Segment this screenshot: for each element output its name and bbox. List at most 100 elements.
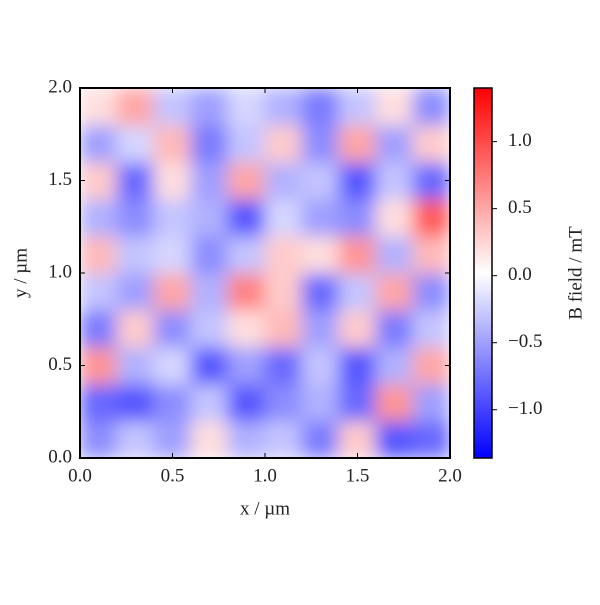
heatmap-cell xyxy=(116,309,155,348)
heatmap-cell xyxy=(227,420,266,458)
heatmap-cell xyxy=(190,88,229,126)
heatmap-cell xyxy=(338,272,377,311)
heatmap-cell xyxy=(80,346,118,385)
heatmap-cell xyxy=(116,235,155,274)
heatmap-cell xyxy=(80,383,118,422)
heatmap-cell xyxy=(338,309,377,348)
heatmap-cell xyxy=(190,198,229,237)
heatmap-cell xyxy=(153,88,192,126)
heatmap-cell xyxy=(227,88,266,126)
heatmap-cell xyxy=(227,309,266,348)
y-tick-label: 1.0 xyxy=(48,261,72,282)
heatmap-cell xyxy=(153,309,192,348)
heatmap-cell xyxy=(338,383,377,422)
y-axis-label: y / µm xyxy=(10,248,31,298)
heatmap-cell xyxy=(153,420,192,458)
heatmap-cell xyxy=(153,272,192,311)
heatmap-cell xyxy=(190,420,229,458)
heatmap-cell xyxy=(375,235,414,274)
heatmap-cell xyxy=(80,198,118,237)
heatmap-cell xyxy=(412,420,450,458)
heatmap-cell xyxy=(375,272,414,311)
heatmap-cell xyxy=(264,198,303,237)
heatmap-cell xyxy=(80,420,118,458)
heatmap-cell xyxy=(412,383,450,422)
heatmap-cell xyxy=(338,161,377,200)
colorbar-tick-label: −1.0 xyxy=(508,398,542,419)
heatmap-cell xyxy=(153,235,192,274)
heatmap-cell xyxy=(412,309,450,348)
heatmap-cell xyxy=(153,383,192,422)
heatmap-cell xyxy=(190,124,229,163)
heatmap-cell xyxy=(80,161,118,200)
heatmap-cell xyxy=(116,124,155,163)
x-tick-label: 1.0 xyxy=(253,465,277,486)
heatmap-cell xyxy=(227,383,266,422)
heatmap-cell xyxy=(412,235,450,274)
heatmap-cell xyxy=(227,161,266,200)
heatmap-cell xyxy=(264,88,303,126)
x-tick-label: 1.5 xyxy=(346,465,370,486)
heatmap-cell xyxy=(412,346,450,385)
heatmap-cell xyxy=(412,272,450,311)
heatmap-cell xyxy=(338,124,377,163)
heatmap-cell xyxy=(375,383,414,422)
colorbar xyxy=(473,87,493,459)
colorbar-tick-label: 0.5 xyxy=(508,197,532,218)
heatmap-cell xyxy=(375,88,414,126)
heatmap-cell xyxy=(301,161,340,200)
heatmap-cell xyxy=(301,88,340,126)
colorbar-tick-label: 1.0 xyxy=(508,130,532,151)
heatmap-cell xyxy=(375,124,414,163)
heatmap-cell xyxy=(190,346,229,385)
heatmap-cell xyxy=(301,420,340,458)
heatmap-cell xyxy=(116,272,155,311)
heatmap-cell xyxy=(301,383,340,422)
heatmap-cells xyxy=(80,88,450,458)
colorbar-tick-label: −0.5 xyxy=(508,331,542,352)
heatmap-cell xyxy=(190,383,229,422)
x-tick-label: 0.0 xyxy=(68,465,92,486)
heatmap-cell xyxy=(80,309,118,348)
y-tick-label: 0.0 xyxy=(48,446,72,467)
heatmap-cell xyxy=(264,235,303,274)
heatmap-cell xyxy=(264,161,303,200)
heatmap-cell xyxy=(264,272,303,311)
heatmap-cell xyxy=(375,161,414,200)
heatmap-cell xyxy=(338,346,377,385)
heatmap-area xyxy=(80,88,450,458)
y-tick-label: 1.5 xyxy=(48,169,72,190)
heatmap-cell xyxy=(116,161,155,200)
heatmap-cell xyxy=(412,88,450,126)
heatmap-cell xyxy=(264,346,303,385)
heatmap-cell xyxy=(80,88,118,126)
heatmap-cell xyxy=(80,235,118,274)
x-tick-label: 2.0 xyxy=(438,465,462,486)
colorbar-tick-label: 0.0 xyxy=(508,264,532,285)
heatmap-cell xyxy=(190,309,229,348)
heatmap-cell xyxy=(116,88,155,126)
heatmap-cell xyxy=(153,124,192,163)
heatmap-cell xyxy=(338,235,377,274)
heatmap-cell xyxy=(153,346,192,385)
heatmap-cell xyxy=(190,161,229,200)
heatmap-cell xyxy=(116,198,155,237)
heatmap-cell xyxy=(227,346,266,385)
heatmap-cell xyxy=(338,88,377,126)
heatmap-cell xyxy=(80,124,118,163)
heatmap-cell xyxy=(375,198,414,237)
heatmap-cell xyxy=(301,272,340,311)
heatmap-cell xyxy=(116,346,155,385)
heatmap-cell xyxy=(227,198,266,237)
heatmap-cell xyxy=(227,124,266,163)
heatmap-cell xyxy=(301,198,340,237)
heatmap-cell xyxy=(375,420,414,458)
heatmap-cell xyxy=(301,309,340,348)
y-tick-label: 2.0 xyxy=(48,76,72,97)
heatmap-cell xyxy=(412,198,450,237)
heatmap-cell xyxy=(338,198,377,237)
heatmap-cell xyxy=(264,420,303,458)
x-axis-label: x / µm xyxy=(240,498,290,519)
heatmap-cell xyxy=(375,309,414,348)
heatmap-cell xyxy=(116,420,155,458)
